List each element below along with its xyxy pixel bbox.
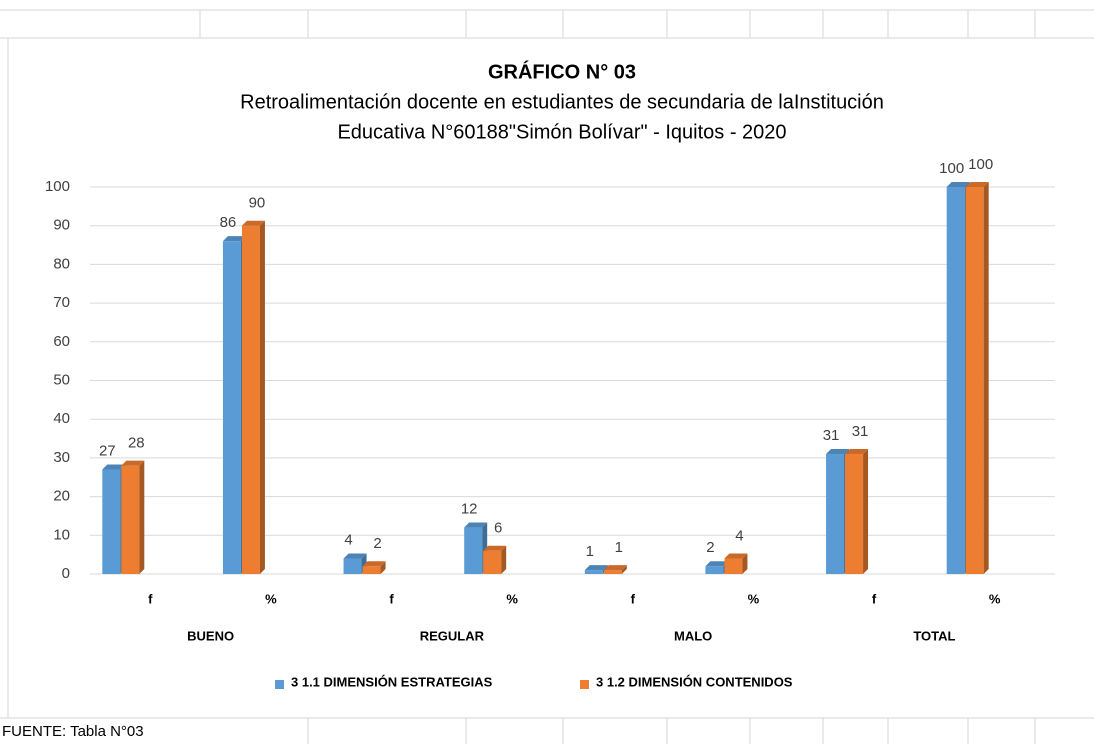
data-label: 12	[461, 501, 478, 518]
group-label: MALO	[674, 628, 712, 643]
y-tick-label: 50	[53, 371, 70, 388]
bar	[965, 182, 989, 574]
y-tick-label: 100	[45, 178, 70, 195]
bar-top	[845, 449, 869, 455]
y-tick-label: 40	[53, 410, 70, 427]
bar-top	[705, 561, 729, 567]
bar-side	[139, 460, 145, 574]
data-label: 6	[494, 520, 502, 537]
data-label: 1	[586, 543, 594, 560]
bar-side	[259, 220, 265, 574]
data-label: 1	[615, 539, 623, 556]
bar-top	[362, 561, 386, 567]
data-label: 100	[968, 156, 993, 173]
y-tick-label: 20	[53, 488, 70, 505]
bar-side	[501, 545, 507, 574]
bar-face	[584, 570, 603, 574]
data-label: 2	[373, 535, 381, 552]
bar-top	[222, 236, 246, 242]
bar-top	[464, 522, 488, 528]
bar-top	[603, 565, 627, 571]
bar-face	[826, 454, 845, 574]
bar-side	[742, 553, 748, 574]
x-tick-label: f	[631, 591, 636, 606]
x-tick-label: f	[389, 591, 394, 606]
bar-face	[464, 527, 483, 574]
spreadsheet-grid	[0, 9, 1094, 744]
bar-top	[946, 182, 970, 187]
bar-face	[343, 558, 362, 574]
y-tick-label: 60	[53, 333, 70, 350]
bar	[845, 449, 869, 574]
data-label: 90	[249, 195, 266, 212]
y-tick-label: 10	[53, 526, 70, 543]
bar-face	[724, 558, 743, 574]
bar-face	[946, 187, 965, 574]
data-label: 4	[735, 527, 743, 544]
bar	[724, 553, 748, 574]
bar-face	[483, 550, 502, 574]
x-tick-label: %	[506, 591, 518, 606]
data-label: 86	[220, 214, 237, 231]
bar-top	[826, 449, 850, 455]
chart-subtitle: Retroalimentación docente en estudiantes…	[240, 91, 884, 113]
group-label: TOTAL	[913, 628, 955, 643]
bar-top	[343, 553, 367, 559]
bar	[362, 561, 386, 574]
bar	[241, 220, 265, 574]
bar	[603, 565, 627, 574]
data-label: 31	[852, 423, 869, 440]
data-label: 2	[706, 539, 714, 556]
source-note: FUENTE: Tabla N°03	[2, 723, 144, 740]
bar-face	[603, 570, 622, 574]
bar-top	[241, 220, 265, 226]
legend-swatch	[580, 680, 589, 689]
bar-side	[863, 449, 869, 574]
bar-top	[584, 565, 608, 571]
bar-face	[845, 454, 864, 574]
bar-face	[362, 566, 381, 574]
x-tick-label: %	[265, 591, 277, 606]
legend-swatch	[275, 680, 284, 689]
bar-side	[380, 561, 386, 574]
legend-label: 3 1.2 DIMENSIÓN CONTENIDOS	[596, 674, 793, 689]
bar-side	[983, 182, 989, 574]
bar-top	[121, 460, 145, 466]
y-tick-label: 70	[53, 294, 70, 311]
bar-side	[621, 565, 627, 574]
bar-face	[965, 187, 984, 574]
y-tick-label: 80	[53, 255, 70, 272]
y-tick-label: 0	[62, 565, 70, 582]
bar-top	[483, 545, 507, 551]
y-tick-label: 30	[53, 449, 70, 466]
bar-top	[102, 464, 126, 470]
bar-top	[724, 553, 748, 559]
data-label: 31	[823, 427, 840, 444]
data-label: 100	[939, 160, 964, 177]
x-tick-label: %	[989, 591, 1001, 606]
group-label: REGULAR	[420, 628, 485, 643]
y-tick-label: 90	[53, 217, 70, 234]
x-tick-label: f	[872, 591, 877, 606]
bar-face	[705, 566, 724, 574]
data-label: 28	[128, 435, 145, 452]
bar-top	[965, 182, 989, 187]
chart-title: GRÁFICO N° 03	[488, 60, 636, 83]
chart-subtitle: Educativa N°60188"Simón Bolívar" - Iquit…	[337, 121, 786, 143]
bar	[483, 545, 507, 574]
bar-face	[102, 469, 121, 574]
bar-face	[222, 241, 241, 574]
x-tick-label: f	[148, 591, 153, 606]
x-tick-label: %	[748, 591, 760, 606]
bar	[121, 460, 145, 574]
data-label: 4	[344, 531, 352, 548]
group-label: BUENO	[187, 628, 234, 643]
bar-face	[121, 465, 140, 574]
bar-face	[241, 225, 260, 574]
data-label: 27	[99, 442, 116, 459]
legend-label: 3 1.1 DIMENSIÓN ESTRATEGIAS	[291, 674, 493, 689]
